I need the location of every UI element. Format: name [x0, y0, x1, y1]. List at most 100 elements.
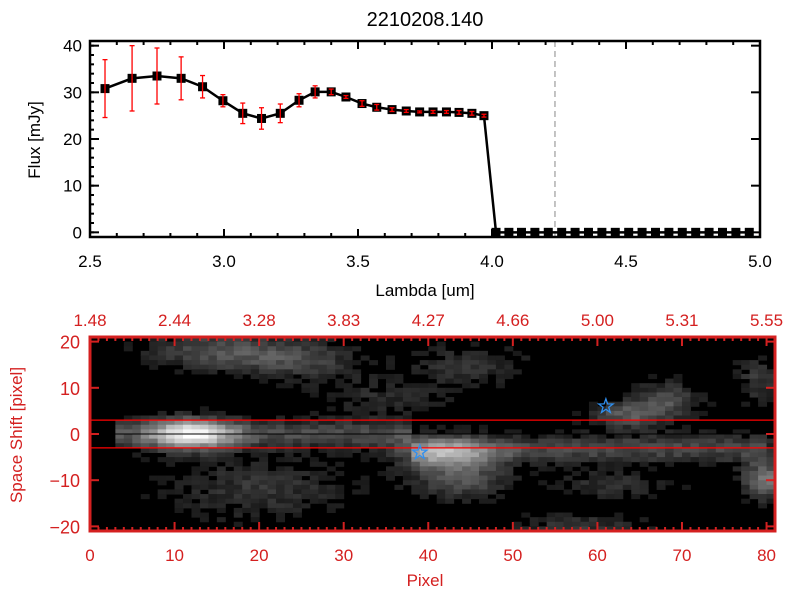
- image-pixel: [385, 447, 395, 453]
- x-tick-label: 0: [85, 546, 94, 565]
- image-pixel: [352, 480, 362, 486]
- image-pixel: [453, 438, 463, 444]
- image-pixel: [614, 410, 624, 417]
- image-pixel: [208, 438, 218, 444]
- image-pixel: [394, 387, 404, 393]
- image-pixel: [445, 360, 455, 366]
- image-pixel: [436, 360, 446, 366]
- image-pixel: [673, 429, 683, 435]
- image-pixel: [276, 470, 286, 477]
- image-pixel: [352, 373, 362, 380]
- image-pixel: [436, 341, 446, 347]
- image-pixel: [572, 420, 581, 426]
- image-pixel: [301, 355, 311, 361]
- image-pixel: [276, 447, 286, 453]
- x-tick-label: 60: [588, 546, 607, 565]
- image-pixel: [428, 452, 438, 458]
- image-pixel: [732, 434, 742, 440]
- image-pixel: [326, 360, 336, 366]
- image-pixel: [301, 438, 311, 444]
- image-pixel: [216, 360, 226, 366]
- image-pixel: [546, 526, 556, 532]
- image-pixel: [259, 443, 269, 449]
- image-pixel: [216, 484, 226, 490]
- image-pixel: [394, 429, 404, 435]
- image-pixel: [276, 429, 286, 435]
- image-pixel: [436, 443, 446, 449]
- image-pixel: [673, 373, 683, 380]
- image-pixel: [665, 406, 675, 412]
- image-pixel: [233, 498, 243, 504]
- image-pixel: [394, 378, 404, 384]
- image-pixel: [470, 369, 480, 375]
- image-pixel: [385, 475, 395, 481]
- image-pixel: [597, 494, 607, 500]
- image-pixel: [166, 355, 176, 361]
- image-pixel: [216, 341, 226, 347]
- image-pixel: [428, 401, 438, 407]
- image-pixel: [419, 461, 429, 467]
- image-pixel: [445, 466, 455, 472]
- image-pixel: [681, 397, 691, 403]
- image-pixel: [741, 383, 751, 389]
- error-bar: [240, 102, 246, 125]
- image-pixel: [242, 507, 252, 514]
- image-pixel: [284, 378, 294, 384]
- image-pixel: [462, 466, 472, 472]
- data-point-marker: [637, 227, 647, 237]
- image-pixel: [479, 494, 488, 500]
- image-pixel: [512, 475, 522, 481]
- image-pixel: [766, 378, 776, 384]
- image-pixel: [250, 489, 260, 495]
- image-pixel: [495, 447, 505, 453]
- image-pixel: [665, 480, 675, 486]
- image-pixel: [732, 373, 742, 380]
- image-pixel: [394, 420, 404, 426]
- image-pixel: [318, 364, 328, 370]
- image-pixel: [487, 489, 497, 495]
- image-pixel: [648, 526, 658, 532]
- image-pixel: [614, 401, 624, 407]
- image-pixel: [284, 373, 294, 380]
- image-pixel: [326, 494, 336, 500]
- image-pixel: [487, 434, 497, 440]
- image-pixel: [216, 346, 226, 352]
- image-pixel: [758, 470, 768, 477]
- image-pixel: [267, 424, 277, 430]
- image-pixel: [766, 452, 776, 458]
- image-pixel: [225, 484, 235, 490]
- image-pixel: [199, 424, 209, 430]
- image-pixel: [183, 346, 192, 352]
- image-pixel: [402, 401, 412, 407]
- image-pixel: [580, 457, 590, 463]
- image-pixel: [402, 452, 412, 458]
- image-pixel: [698, 397, 708, 403]
- image-pixel: [690, 434, 700, 440]
- image-pixel: [546, 517, 556, 523]
- image-pixel: [267, 337, 277, 343]
- image-pixel: [242, 475, 252, 481]
- image-pixel: [572, 443, 581, 449]
- image-pixel: [445, 447, 455, 453]
- image-pixel: [174, 443, 184, 449]
- image-pixel: [377, 443, 387, 449]
- image-pixel: [479, 378, 488, 384]
- image-pixel: [183, 364, 192, 370]
- image-pixel: [259, 346, 269, 352]
- image-pixel: [199, 494, 209, 500]
- image-pixel: [123, 438, 133, 444]
- image-pixel: [419, 466, 429, 472]
- image-pixel: [614, 415, 624, 421]
- image-pixel: [622, 443, 632, 449]
- image-pixel: [453, 434, 463, 440]
- image-pixel: [698, 452, 708, 458]
- image-pixel: [259, 489, 269, 495]
- image-pixel: [309, 470, 319, 477]
- image-pixel: [259, 424, 269, 430]
- image-pixel: [436, 378, 446, 384]
- image-pixel: [335, 383, 345, 389]
- x-tick-label: 3.0: [212, 252, 236, 271]
- image-pixel: [656, 420, 666, 426]
- image-pixel: [648, 443, 658, 449]
- image-pixel: [284, 438, 294, 444]
